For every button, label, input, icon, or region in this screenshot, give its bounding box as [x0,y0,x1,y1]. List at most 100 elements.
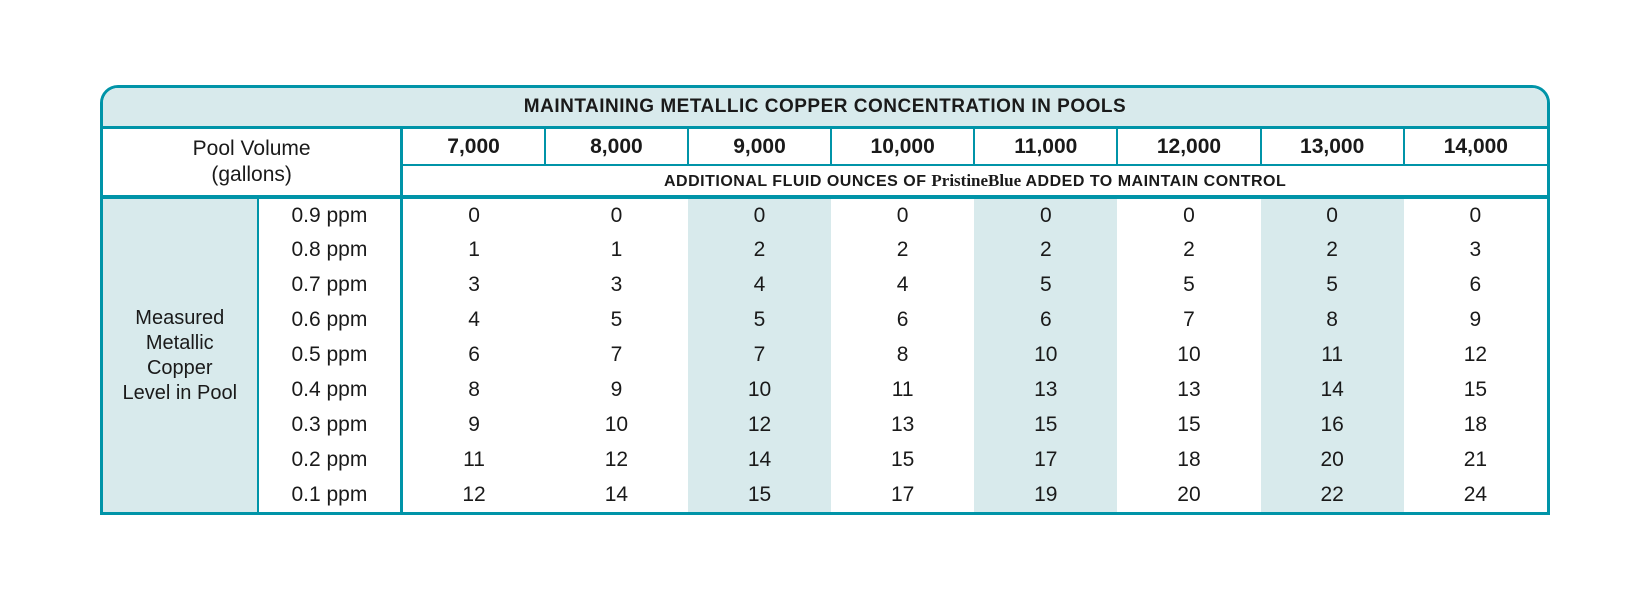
volume-header-row: Pool Volume (gallons) 7,000 8,000 9,000 … [103,129,1547,165]
data-cell: 2 [974,232,1117,267]
data-cell: 7 [688,337,831,372]
volume-col-1: 8,000 [545,129,688,165]
volume-col-7: 14,000 [1404,129,1547,165]
data-cell: 4 [402,302,545,337]
measured-label-l2: Metallic [146,332,214,354]
volume-col-6: 13,000 [1261,129,1404,165]
subheader-post: ADDED TO MAINTAIN CONTROL [1021,173,1286,190]
data-cell: 0 [402,197,545,232]
data-cell: 5 [1261,267,1404,302]
measured-label-l1: Measured [135,307,224,329]
table-row: 0.6 ppm45566789 [103,302,1547,337]
data-cell: 10 [688,372,831,407]
data-cell: 5 [545,302,688,337]
data-cell: 18 [1117,442,1260,477]
data-cell: 2 [1261,232,1404,267]
data-cell: 8 [831,337,974,372]
data-cell: 5 [688,302,831,337]
dosage-table: Pool Volume (gallons) 7,000 8,000 9,000 … [103,129,1547,512]
data-cell: 0 [688,197,831,232]
data-cell: 0 [831,197,974,232]
data-cell: 20 [1261,442,1404,477]
data-cell: 12 [402,477,545,512]
data-cell: 6 [402,337,545,372]
table-row: 0.1 ppm1214151719202224 [103,477,1547,512]
data-cell: 15 [831,442,974,477]
pool-volume-label: Pool Volume (gallons) [103,129,402,197]
data-cell: 11 [1261,337,1404,372]
subheader: ADDITIONAL FLUID OUNCES OF PristineBlue … [402,165,1547,197]
ppm-label: 0.7 ppm [258,267,402,302]
data-cell: 16 [1261,407,1404,442]
measured-label-l3: Copper [147,357,213,379]
data-cell: 14 [688,442,831,477]
data-cell: 6 [1404,267,1547,302]
data-cell: 15 [1404,372,1547,407]
data-cell: 15 [974,407,1117,442]
data-cell: 2 [688,232,831,267]
data-cell: 24 [1404,477,1547,512]
data-cell: 22 [1261,477,1404,512]
data-cell: 14 [545,477,688,512]
data-cell: 9 [402,407,545,442]
data-cell: 19 [974,477,1117,512]
table-row: 0.2 ppm1112141517182021 [103,442,1547,477]
data-cell: 2 [1117,232,1260,267]
ppm-label: 0.1 ppm [258,477,402,512]
ppm-label: 0.2 ppm [258,442,402,477]
data-cell: 5 [1117,267,1260,302]
data-cell: 0 [1117,197,1260,232]
data-cell: 3 [1404,232,1547,267]
subheader-pre: ADDITIONAL FLUID OUNCES OF [664,173,931,190]
data-cell: 17 [974,442,1117,477]
data-cell: 5 [974,267,1117,302]
data-cell: 13 [974,372,1117,407]
data-cell: 7 [1117,302,1260,337]
volume-col-3: 10,000 [831,129,974,165]
table-title: MAINTAINING METALLIC COPPER CONCENTRATIO… [103,88,1547,129]
data-cell: 6 [974,302,1117,337]
table-row: 0.4 ppm89101113131415 [103,372,1547,407]
ppm-label: 0.5 ppm [258,337,402,372]
volume-col-4: 11,000 [974,129,1117,165]
data-cell: 15 [1117,407,1260,442]
dosage-table-container: MAINTAINING METALLIC COPPER CONCENTRATIO… [100,85,1550,515]
data-cell: 14 [1261,372,1404,407]
data-cell: 12 [688,407,831,442]
data-cell: 9 [1404,302,1547,337]
data-cell: 1 [402,232,545,267]
ppm-label: 0.9 ppm [258,197,402,232]
table-row: 0.7 ppm33445556 [103,267,1547,302]
data-cell: 17 [831,477,974,512]
data-cell: 11 [831,372,974,407]
data-cell: 4 [688,267,831,302]
table-row: 0.3 ppm910121315151618 [103,407,1547,442]
data-cell: 0 [1261,197,1404,232]
ppm-label: 0.3 ppm [258,407,402,442]
data-cell: 3 [402,267,545,302]
data-cell: 11 [402,442,545,477]
ppm-label: 0.8 ppm [258,232,402,267]
data-cell: 0 [545,197,688,232]
data-cell: 2 [831,232,974,267]
volume-col-5: 12,000 [1117,129,1260,165]
data-cell: 12 [1404,337,1547,372]
ppm-label: 0.4 ppm [258,372,402,407]
table-row: 0.5 ppm677810101112 [103,337,1547,372]
measured-copper-label: Measured Metallic Copper Level in Pool [103,197,258,512]
measured-label-l4: Level in Pool [122,382,237,404]
data-cell: 18 [1404,407,1547,442]
subheader-brand: PristineBlue [931,171,1021,190]
table-row: 0.8 ppm11222223 [103,232,1547,267]
data-cell: 3 [545,267,688,302]
data-cell: 13 [831,407,974,442]
data-cell: 10 [1117,337,1260,372]
pool-volume-label-line1: Pool Volume [193,137,311,160]
data-cell: 13 [1117,372,1260,407]
data-cell: 0 [974,197,1117,232]
data-cell: 9 [545,372,688,407]
data-cell: 7 [545,337,688,372]
data-cell: 10 [545,407,688,442]
data-cell: 8 [402,372,545,407]
data-cell: 0 [1404,197,1547,232]
